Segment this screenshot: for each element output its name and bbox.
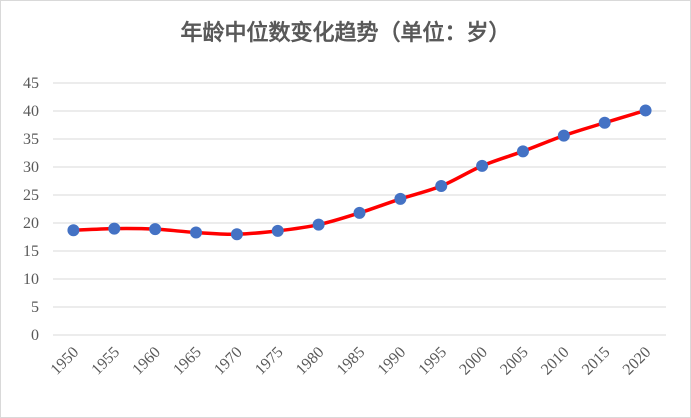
x-tick-label: 2020 (620, 344, 655, 379)
y-tick-label: 45 (23, 75, 39, 92)
y-tick-label: 20 (23, 215, 39, 232)
data-point-1950 (67, 224, 80, 237)
data-point-2010 (557, 129, 570, 142)
x-tick-label: 1970 (211, 344, 246, 379)
data-point-1960 (149, 223, 162, 236)
x-tick-label: 1960 (129, 344, 164, 379)
data-point-1980 (312, 218, 325, 231)
x-tick-label: 2000 (456, 344, 491, 379)
y-tick-label: 5 (31, 299, 39, 316)
y-tick-label: 15 (23, 243, 39, 260)
data-point-1995 (435, 180, 448, 193)
x-tick-label: 1965 (170, 344, 205, 379)
x-tick-label: 1975 (252, 344, 287, 379)
y-tick-label: 0 (31, 327, 39, 344)
data-point-1965 (190, 226, 203, 239)
x-axis-tick-labels: 1950 1955 1960 1965 1970 1975 1980 1985 1990 1995… (48, 344, 655, 379)
data-point-2015 (598, 116, 611, 129)
data-point-1955 (108, 222, 121, 235)
x-tick-label: 1990 (375, 344, 410, 379)
y-tick-label: 30 (23, 159, 39, 176)
data-point-2000 (476, 159, 489, 172)
data-point-1990 (394, 192, 407, 205)
x-tick-label: 2015 (579, 344, 614, 379)
x-tick-label: 1985 (334, 344, 369, 379)
x-tick-label: 1995 (415, 344, 450, 379)
data-point-2005 (516, 145, 529, 158)
x-tick-label: 2005 (497, 344, 532, 379)
gridlines (53, 82, 666, 336)
series-markers (67, 104, 652, 241)
y-axis-tick-labels: 0 5 10 15 20 25 30 35 40 45 (23, 75, 39, 344)
data-point-1970 (230, 228, 243, 241)
chart-title: 年龄中位数变化趋势（单位：岁） (180, 21, 511, 46)
y-tick-label: 40 (23, 103, 39, 120)
x-tick-label: 1980 (293, 344, 328, 379)
y-tick-label: 25 (23, 187, 39, 204)
x-tick-label: 2010 (538, 344, 573, 379)
x-tick-label: 1950 (48, 344, 83, 379)
data-point-2020 (639, 104, 652, 117)
data-point-1985 (353, 206, 366, 219)
data-point-1975 (271, 224, 284, 237)
x-tick-label: 1955 (88, 344, 123, 379)
y-tick-label: 35 (23, 131, 39, 148)
y-tick-label: 10 (23, 271, 39, 288)
